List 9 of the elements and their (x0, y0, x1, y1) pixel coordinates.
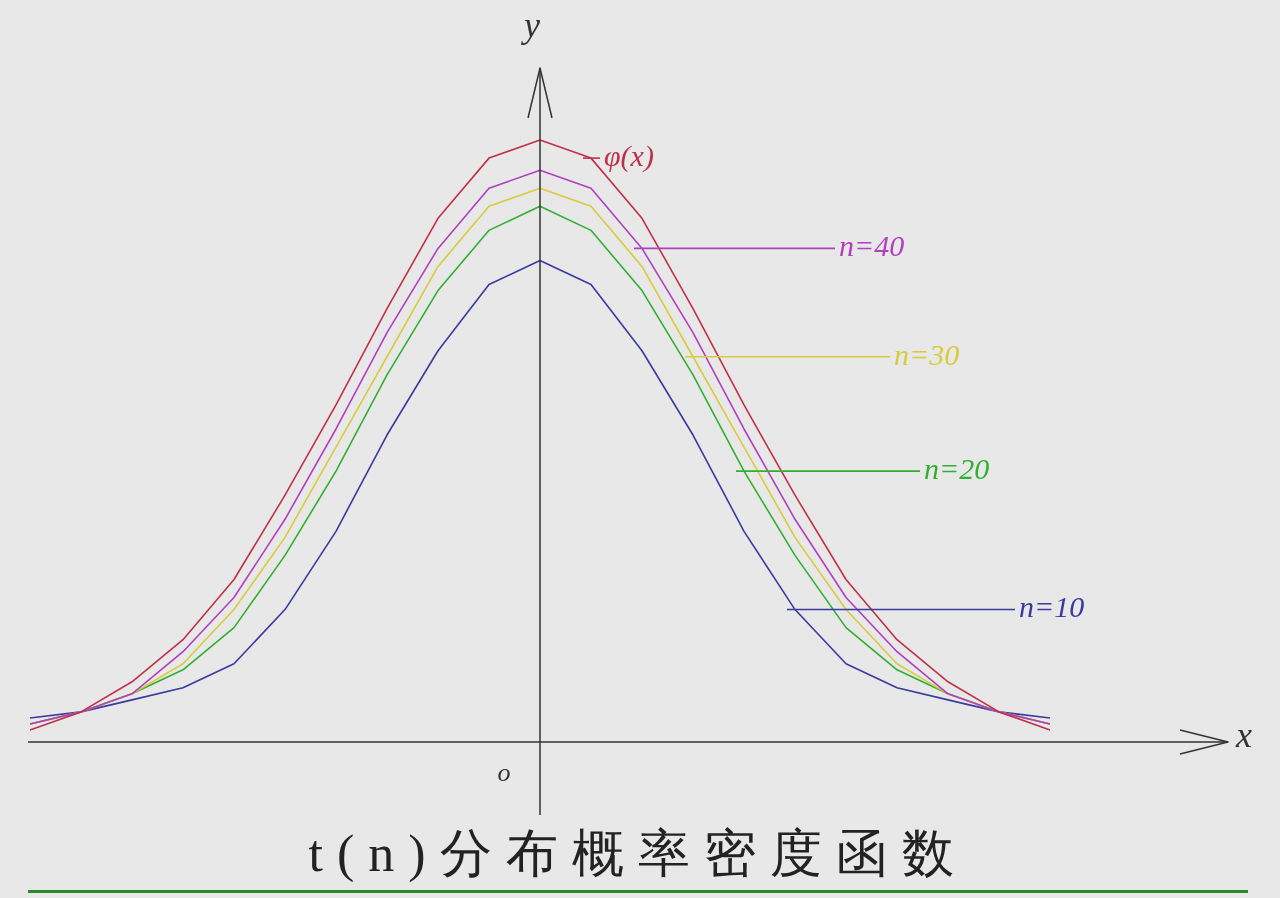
text: o (497, 757, 511, 787)
y-axis-title: y (521, 5, 541, 46)
legend-label: φ(x) (604, 139, 654, 174)
x-axis-title: x (1235, 715, 1252, 756)
text: t(n)分布概率密度函数 (28, 822, 1248, 893)
text: n=10 (1019, 590, 1085, 624)
text: n=30 (894, 337, 960, 371)
text: n=20 (924, 452, 990, 486)
text: n=40 (839, 229, 905, 263)
